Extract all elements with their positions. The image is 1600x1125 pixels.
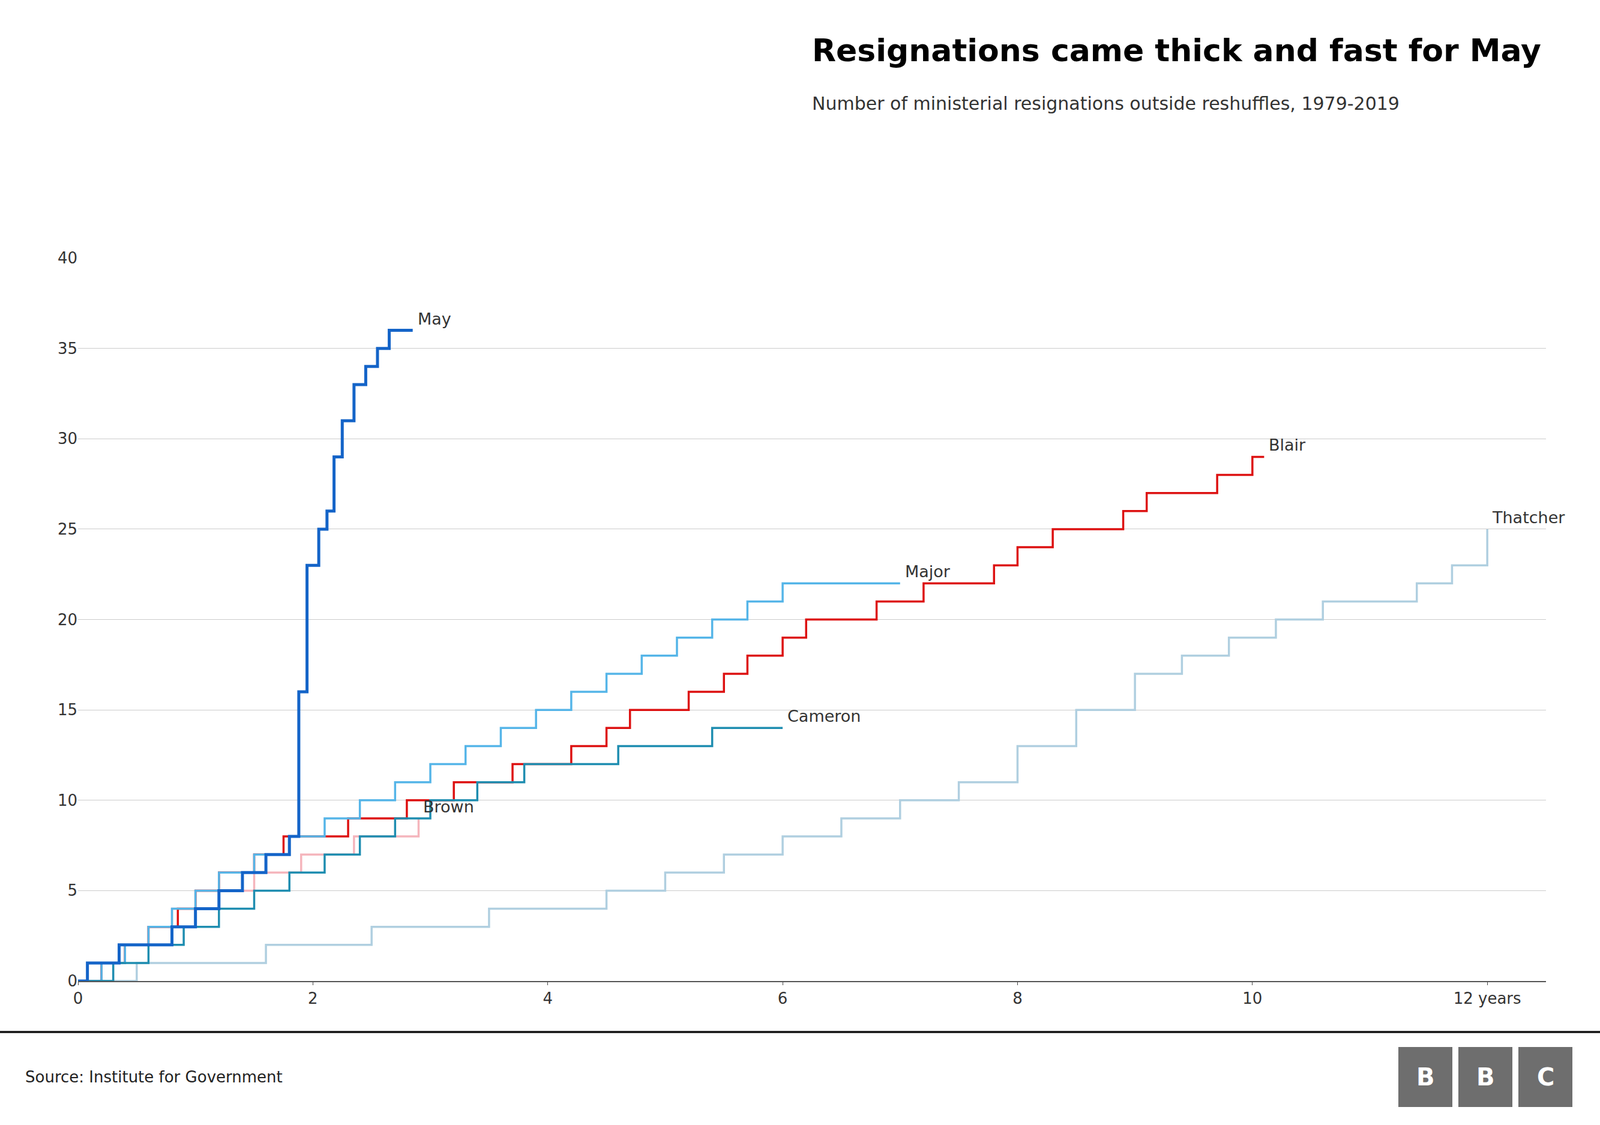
svg-text:Blair: Blair xyxy=(1268,435,1306,455)
svg-text:10: 10 xyxy=(1242,989,1263,1008)
svg-text:May: May xyxy=(417,309,452,329)
svg-text:2: 2 xyxy=(307,989,319,1008)
svg-text:4: 4 xyxy=(542,989,553,1008)
svg-text:0: 0 xyxy=(67,972,78,991)
svg-text:5: 5 xyxy=(67,881,78,900)
svg-text:Thatcher: Thatcher xyxy=(1491,508,1566,527)
svg-text:C: C xyxy=(1536,1063,1555,1092)
svg-text:B: B xyxy=(1476,1063,1495,1092)
svg-text:30: 30 xyxy=(57,429,78,448)
svg-text:Number of ministerial resignat: Number of ministerial resignations outsi… xyxy=(812,93,1400,115)
svg-text:Cameron: Cameron xyxy=(787,706,861,726)
svg-text:Major: Major xyxy=(905,562,951,581)
svg-text:10: 10 xyxy=(57,791,78,810)
svg-text:20: 20 xyxy=(57,610,78,629)
svg-text:15: 15 xyxy=(57,700,78,719)
svg-text:Brown: Brown xyxy=(423,797,475,817)
svg-text:12 years: 12 years xyxy=(1453,989,1522,1008)
svg-text:Resignations came thick and fa: Resignations came thick and fast for May xyxy=(812,32,1542,69)
svg-text:8: 8 xyxy=(1012,989,1023,1008)
svg-text:Source: Institute for Governme: Source: Institute for Government xyxy=(25,1068,283,1087)
svg-text:35: 35 xyxy=(57,339,78,358)
svg-text:B: B xyxy=(1416,1063,1435,1092)
svg-text:25: 25 xyxy=(57,520,78,539)
svg-text:6: 6 xyxy=(777,989,788,1008)
svg-text:40: 40 xyxy=(57,249,78,268)
svg-text:0: 0 xyxy=(73,989,84,1008)
